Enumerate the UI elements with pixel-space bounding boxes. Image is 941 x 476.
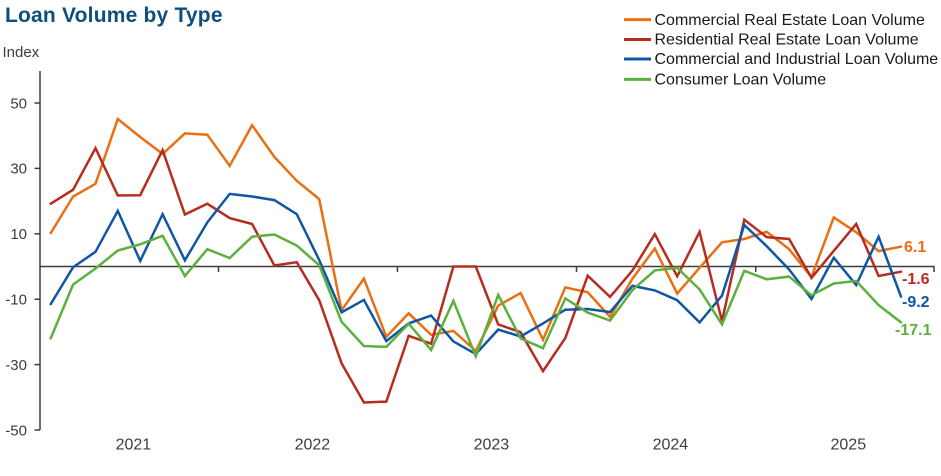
svg-text:50: 50 (10, 95, 27, 112)
svg-text:Loan Volume by Type: Loan Volume by Type (5, 4, 223, 27)
svg-text:Commercial Real Estate Loan Vo: Commercial Real Estate Loan Volume (655, 12, 925, 29)
svg-text:2021: 2021 (116, 437, 152, 454)
svg-text:-9.2: -9.2 (902, 294, 930, 311)
svg-text:2024: 2024 (653, 437, 689, 454)
svg-text:-50: -50 (5, 422, 27, 439)
svg-text:Residential Real Estate Loan V: Residential Real Estate Loan Volume (655, 32, 919, 49)
svg-text:2025: 2025 (831, 437, 867, 454)
svg-text:Index: Index (3, 44, 40, 61)
svg-text:-10: -10 (5, 292, 27, 309)
svg-text:2022: 2022 (295, 437, 331, 454)
svg-text:Commercial and Industrial Loan: Commercial and Industrial Loan Volume (655, 51, 939, 68)
svg-text:Consumer Loan Volume: Consumer Loan Volume (655, 72, 827, 89)
svg-text:-1.6: -1.6 (902, 271, 930, 288)
svg-text:30: 30 (10, 161, 27, 178)
svg-text:-17.1: -17.1 (895, 322, 932, 339)
svg-text:-30: -30 (5, 357, 27, 374)
svg-text:10: 10 (10, 226, 27, 243)
svg-text:6.1: 6.1 (904, 239, 926, 256)
svg-text:2023: 2023 (474, 437, 510, 454)
